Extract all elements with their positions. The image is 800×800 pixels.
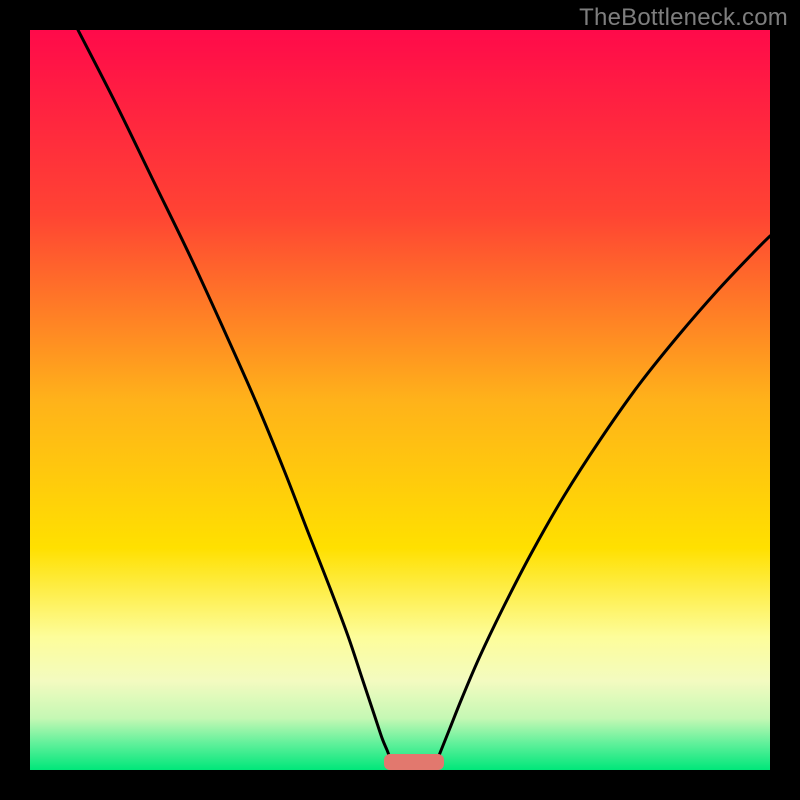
gradient-background <box>30 30 770 770</box>
plot-area <box>30 30 770 770</box>
gradient-plot-svg <box>30 30 770 770</box>
watermark-text: TheBottleneck.com <box>579 4 788 32</box>
chart-frame: TheBottleneck.com <box>0 0 800 800</box>
trough-marker <box>384 754 444 770</box>
